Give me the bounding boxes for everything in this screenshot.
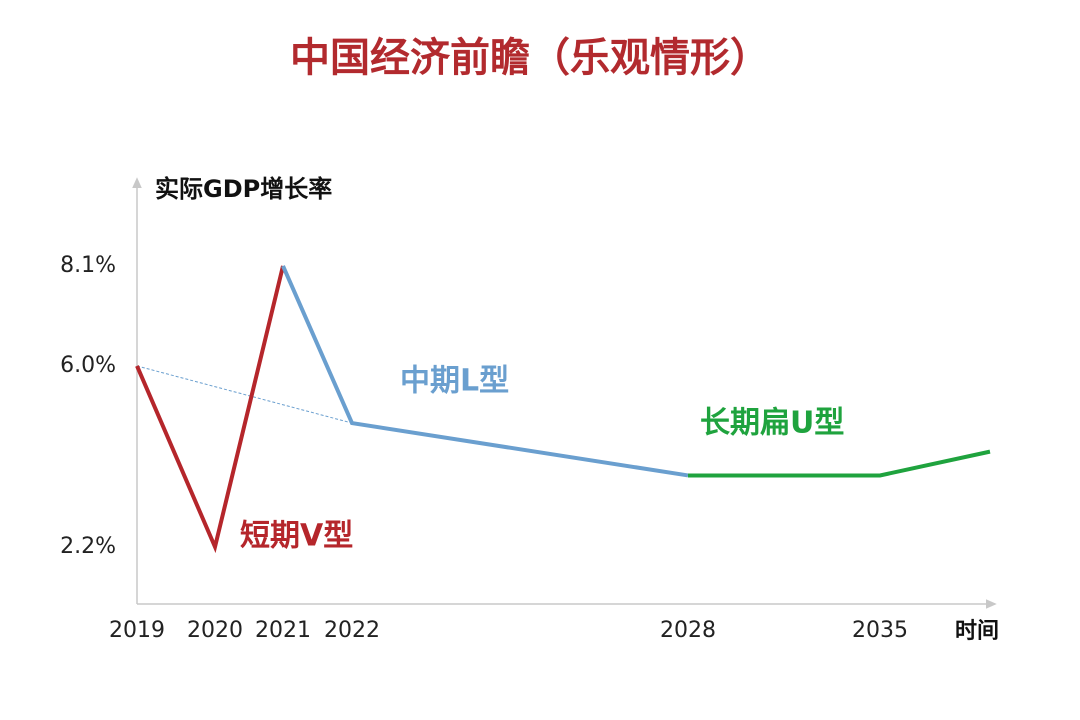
y-tick-label: 2.2% <box>60 534 116 559</box>
y-axis-label: 实际GDP增长率 <box>155 175 332 203</box>
series-line <box>135 265 285 554</box>
series-line <box>688 449 991 478</box>
series-line <box>281 265 689 478</box>
chart-title: 中国经济前瞻（乐观情形） <box>290 35 770 81</box>
series-annotation: 中期L型 <box>400 364 509 399</box>
x-tick-label: 2020 <box>187 618 243 643</box>
series-annotation: 短期V型 <box>240 519 353 554</box>
x-tick-label: 2019 <box>109 618 165 643</box>
x-axis-label: 时间 <box>955 619 999 644</box>
trend-line <box>136 365 353 424</box>
x-tick-label: 2035 <box>852 618 908 643</box>
x-tick-label: 2022 <box>324 618 380 643</box>
y-tick-label: 8.1% <box>60 253 116 278</box>
y-tick-label: 6.0% <box>60 353 116 378</box>
series-annotation: 长期扁U型 <box>700 406 844 441</box>
x-tick-label: 2028 <box>660 618 716 643</box>
x-tick-label: 2021 <box>255 618 311 643</box>
